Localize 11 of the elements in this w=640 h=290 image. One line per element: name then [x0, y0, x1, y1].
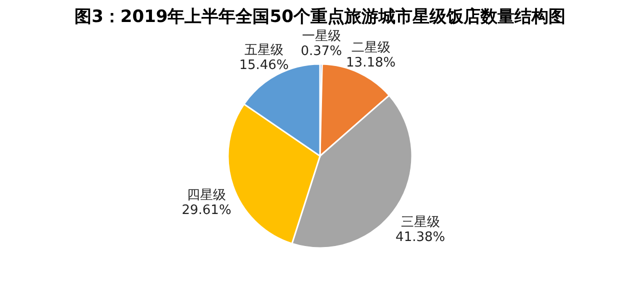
data-label: 15.46% [239, 58, 289, 73]
data-label: 0.37% [300, 44, 342, 60]
slice-label: 四星级 [187, 188, 226, 203]
slice-label: 一星级 [302, 29, 341, 44]
data-label: 41.38% [396, 230, 446, 245]
slice-label: 三星级 [400, 214, 440, 230]
data-label: 29.61% [182, 202, 232, 218]
chart-title: 图3：2019年上半年全国50个重点旅游城市星级饭店数量结构图 [74, 7, 566, 28]
slice-label: 二星级 [351, 40, 390, 56]
data-label: 13.18% [346, 55, 396, 70]
slice-label: 五星级 [244, 42, 284, 58]
